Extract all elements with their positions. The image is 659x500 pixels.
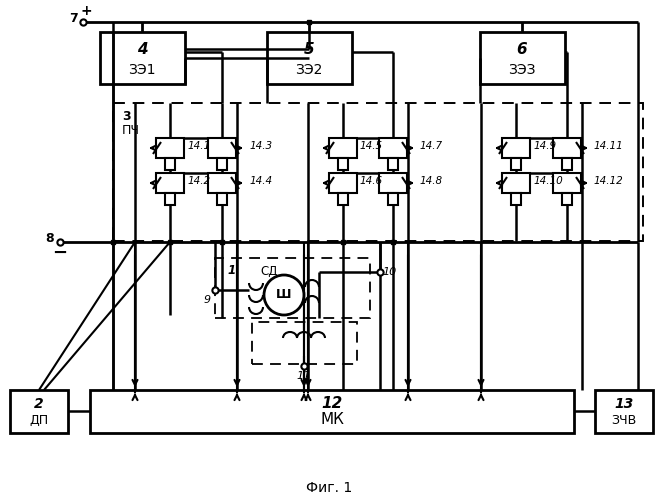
Text: 14.9: 14.9 bbox=[533, 141, 556, 151]
Text: 5: 5 bbox=[304, 42, 314, 58]
Bar bbox=[388, 158, 398, 170]
Text: 4: 4 bbox=[136, 42, 148, 58]
Bar bbox=[553, 138, 581, 158]
Text: 14.2: 14.2 bbox=[187, 176, 210, 186]
Bar bbox=[156, 138, 184, 158]
Text: 14.4: 14.4 bbox=[249, 176, 272, 186]
Text: 10: 10 bbox=[383, 267, 397, 277]
Bar bbox=[208, 173, 236, 193]
Text: 3: 3 bbox=[122, 110, 130, 122]
Bar bbox=[165, 193, 175, 205]
Text: 14.3: 14.3 bbox=[249, 141, 272, 151]
Text: 14.10: 14.10 bbox=[533, 176, 563, 186]
Text: 13: 13 bbox=[614, 397, 633, 411]
Bar bbox=[338, 193, 348, 205]
Bar bbox=[252, 322, 357, 364]
Text: 14.8: 14.8 bbox=[420, 176, 443, 186]
Text: 14.12: 14.12 bbox=[594, 176, 624, 186]
Bar bbox=[217, 193, 227, 205]
Text: МК: МК bbox=[320, 412, 344, 428]
Bar bbox=[267, 32, 352, 84]
Text: 12: 12 bbox=[322, 396, 343, 411]
Bar bbox=[562, 158, 572, 170]
Bar bbox=[553, 173, 581, 193]
Bar bbox=[156, 173, 184, 193]
Bar bbox=[215, 258, 370, 318]
Bar bbox=[388, 193, 398, 205]
Text: 11: 11 bbox=[297, 371, 311, 381]
Text: 1: 1 bbox=[228, 264, 236, 278]
Bar bbox=[10, 390, 68, 433]
Text: ЗЭ1: ЗЭ1 bbox=[129, 63, 156, 77]
Text: 9: 9 bbox=[204, 295, 211, 305]
Bar bbox=[511, 193, 521, 205]
Bar bbox=[502, 173, 530, 193]
Text: +: + bbox=[80, 4, 92, 18]
Bar bbox=[379, 173, 407, 193]
Text: ЗЭ2: ЗЭ2 bbox=[295, 63, 323, 77]
Bar bbox=[329, 138, 357, 158]
Text: −: − bbox=[53, 244, 68, 262]
Text: 14.7: 14.7 bbox=[420, 141, 443, 151]
Text: 8: 8 bbox=[45, 232, 54, 245]
Text: 2: 2 bbox=[34, 397, 43, 411]
Text: 7: 7 bbox=[69, 12, 77, 26]
Text: ЗЧВ: ЗЧВ bbox=[612, 414, 637, 426]
Bar bbox=[208, 138, 236, 158]
Text: ДП: ДП bbox=[30, 414, 49, 426]
Bar bbox=[165, 158, 175, 170]
Bar bbox=[502, 138, 530, 158]
Bar bbox=[217, 158, 227, 170]
Bar bbox=[480, 32, 565, 84]
Bar bbox=[90, 390, 574, 433]
Text: Ш: Ш bbox=[276, 288, 292, 302]
Text: 14.11: 14.11 bbox=[594, 141, 624, 151]
Bar bbox=[511, 158, 521, 170]
Text: 14.5: 14.5 bbox=[360, 141, 383, 151]
Text: ПЧ: ПЧ bbox=[122, 124, 140, 136]
Text: 14.1: 14.1 bbox=[187, 141, 210, 151]
Text: 6: 6 bbox=[517, 42, 527, 58]
Text: ЗЭЗ: ЗЭЗ bbox=[508, 63, 536, 77]
Bar bbox=[562, 193, 572, 205]
Bar bbox=[100, 32, 185, 84]
Bar bbox=[338, 158, 348, 170]
Bar bbox=[329, 173, 357, 193]
Bar bbox=[595, 390, 653, 433]
Text: Фиг. 1: Фиг. 1 bbox=[306, 481, 352, 495]
Text: 14.6: 14.6 bbox=[360, 176, 383, 186]
Bar bbox=[113, 103, 643, 241]
Bar bbox=[379, 138, 407, 158]
Text: СД: СД bbox=[260, 264, 277, 278]
